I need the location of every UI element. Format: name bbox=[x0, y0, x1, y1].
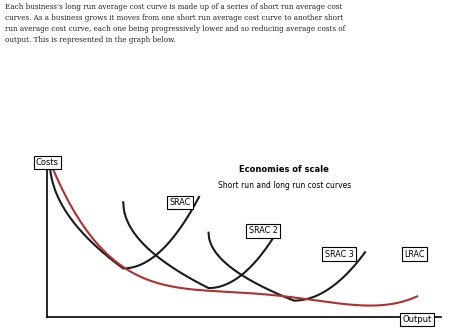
Text: SRAC: SRAC bbox=[170, 198, 191, 207]
Text: LRAC: LRAC bbox=[404, 250, 425, 259]
Text: SRAC 2: SRAC 2 bbox=[249, 226, 277, 235]
Text: Each business’s long run average cost curve is made up of a series of short run : Each business’s long run average cost cu… bbox=[5, 3, 345, 44]
Text: SRAC 3: SRAC 3 bbox=[325, 250, 353, 259]
Text: Short run and long run cost curves: Short run and long run cost curves bbox=[218, 181, 351, 190]
Text: Economies of scale: Economies of scale bbox=[239, 165, 329, 174]
Text: Costs: Costs bbox=[36, 158, 59, 166]
Text: Output: Output bbox=[402, 315, 432, 324]
